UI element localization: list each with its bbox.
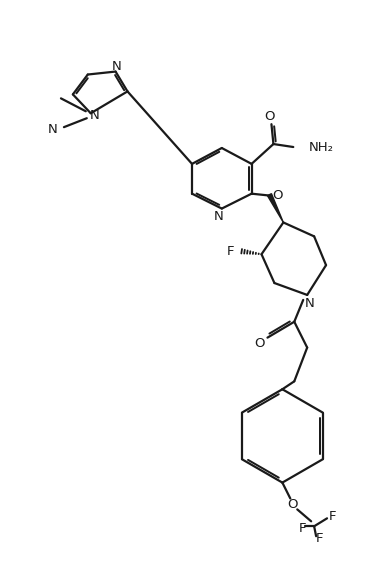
Text: O: O <box>287 498 298 511</box>
Text: N: N <box>112 60 121 73</box>
Polygon shape <box>267 193 283 223</box>
Text: N: N <box>214 210 224 223</box>
Text: O: O <box>272 189 282 202</box>
Text: F: F <box>328 510 336 523</box>
Text: F: F <box>298 522 306 535</box>
Text: F: F <box>227 245 234 258</box>
Text: N: N <box>304 297 314 311</box>
Text: O: O <box>264 110 275 123</box>
Text: F: F <box>315 532 323 545</box>
Text: NH₂: NH₂ <box>309 141 334 153</box>
Text: N: N <box>48 123 58 135</box>
Text: O: O <box>254 337 265 350</box>
Text: N: N <box>90 108 100 122</box>
